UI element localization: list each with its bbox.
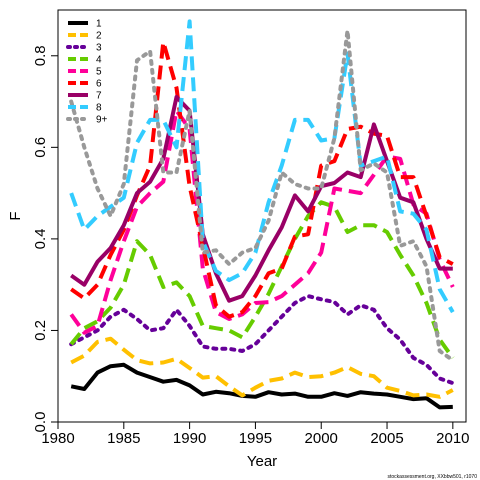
x-tick-label: 2000 xyxy=(305,430,338,447)
y-tick-label: 0.4 xyxy=(32,228,49,249)
series-line-9plus xyxy=(69,28,455,363)
series-line-4 xyxy=(69,200,455,360)
series-line-8 xyxy=(69,19,455,314)
x-tick-label: 2005 xyxy=(370,430,403,447)
x-tick-label: 1980 xyxy=(41,430,74,447)
legend-label: 6 xyxy=(96,79,102,90)
legend-label: 9+ xyxy=(96,115,108,126)
series-line-1 xyxy=(70,362,453,410)
legend-label: 7 xyxy=(96,91,102,102)
y-axis-title: F xyxy=(7,211,24,220)
credit-text: stockassessment.org, XXbbw501, r1070 xyxy=(388,474,478,480)
y-tick-label: 0.0 xyxy=(32,412,49,433)
legend-label: 5 xyxy=(96,67,102,78)
x-tick-label: 1990 xyxy=(173,430,206,447)
x-tick-label: 2010 xyxy=(436,430,469,447)
legend-label: 8 xyxy=(96,103,102,114)
y-axis: 0.0 0.2 0.4 0.6 0.8 xyxy=(32,45,58,432)
series-line-5 xyxy=(69,108,455,335)
legend-label: 4 xyxy=(96,55,102,66)
x-axis: 1980 1985 1990 1995 2000 2005 2010 xyxy=(41,422,470,447)
x-tick-label: 1995 xyxy=(239,430,272,447)
y-tick-label: 0.8 xyxy=(32,45,49,66)
series-line-3 xyxy=(69,294,455,386)
x-axis-title: Year xyxy=(247,453,277,470)
x-tick-label: 1985 xyxy=(107,430,140,447)
legend-label: 2 xyxy=(96,31,102,42)
series-line-2 xyxy=(70,336,454,399)
y-tick-label: 0.2 xyxy=(32,320,49,341)
legend-label: 1 xyxy=(96,19,102,30)
legend-label: 3 xyxy=(96,43,102,54)
series-layer xyxy=(69,19,455,410)
y-tick-label: 0.6 xyxy=(32,137,49,158)
plot-area-box xyxy=(57,9,467,423)
